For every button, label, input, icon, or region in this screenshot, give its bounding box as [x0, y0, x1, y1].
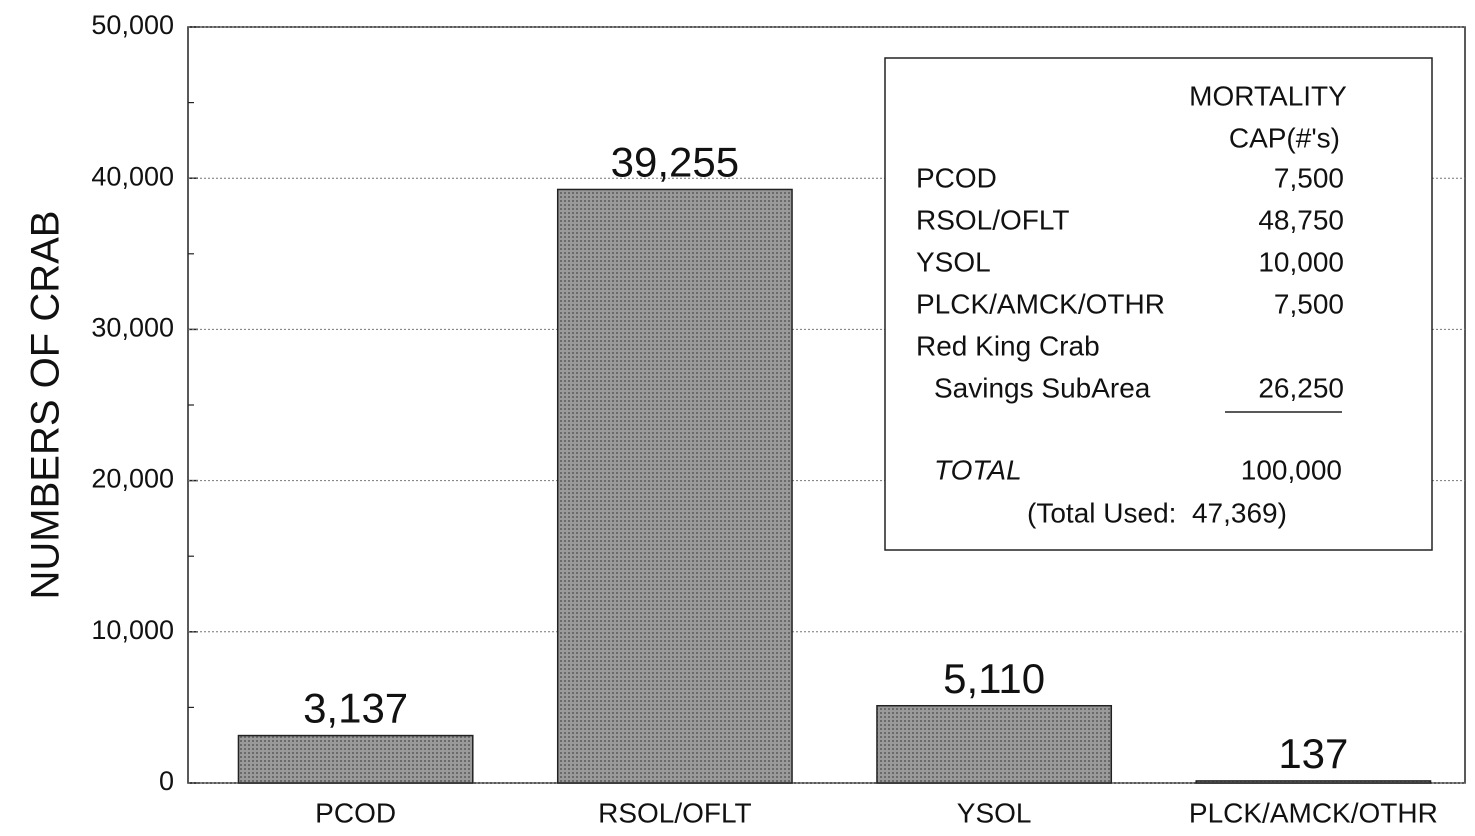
- table-frame: [884, 57, 1433, 551]
- total-name: TOTAL: [934, 454, 1022, 485]
- value-label: 137: [1278, 730, 1348, 777]
- row-name: PCOD: [916, 162, 997, 193]
- y-tick-label: 20,000: [91, 464, 174, 494]
- total-note: (Total Used: 47,369): [1027, 497, 1287, 528]
- value-label: 39,255: [611, 139, 739, 186]
- y-tick-label: 50,000: [91, 10, 174, 40]
- row-value: 10,000: [1258, 246, 1344, 277]
- bar: [876, 704, 1113, 784]
- total-value: 100,000: [1241, 454, 1342, 485]
- x-tick-label: YSOL: [957, 797, 1032, 828]
- row-value: 7,500: [1274, 288, 1344, 319]
- row-name: YSOL: [916, 246, 991, 277]
- value-label: 5,110: [943, 655, 1045, 702]
- row-value: 48,750: [1258, 204, 1344, 235]
- x-tick-label: PLCK/AMCK/OTHR: [1189, 797, 1438, 828]
- bar: [237, 734, 474, 784]
- y-tick-label: 10,000: [91, 615, 174, 645]
- y-tick-label: 30,000: [91, 313, 174, 343]
- row-name: PLCK/AMCK/OTHR: [916, 288, 1165, 319]
- table-heading: MORTALITY: [1189, 80, 1347, 111]
- row-subname: Savings SubArea: [934, 372, 1151, 403]
- bar: [556, 188, 793, 784]
- row-name: Red King Crab: [916, 330, 1100, 361]
- value-label: 3,137: [303, 685, 408, 732]
- x-tick-label: PCOD: [315, 797, 396, 828]
- row-value: 7,500: [1274, 162, 1344, 193]
- cap-table: MORTALITY CAP(#'s) PCOD 7,500 RSOL/OFLT 48,75…: [884, 57, 1433, 551]
- y-tick-label: 40,000: [91, 161, 174, 191]
- row-value: 26,250: [1258, 372, 1344, 403]
- x-tick-label: RSOL/OFLT: [598, 797, 752, 828]
- row-name: RSOL/OFLT: [916, 204, 1070, 235]
- bar: [1195, 780, 1432, 784]
- y-tick-label: 0: [159, 766, 174, 796]
- y-axis-label: NUMBERS OF CRAB: [24, 211, 68, 600]
- table-heading: CAP(#'s): [1229, 122, 1340, 153]
